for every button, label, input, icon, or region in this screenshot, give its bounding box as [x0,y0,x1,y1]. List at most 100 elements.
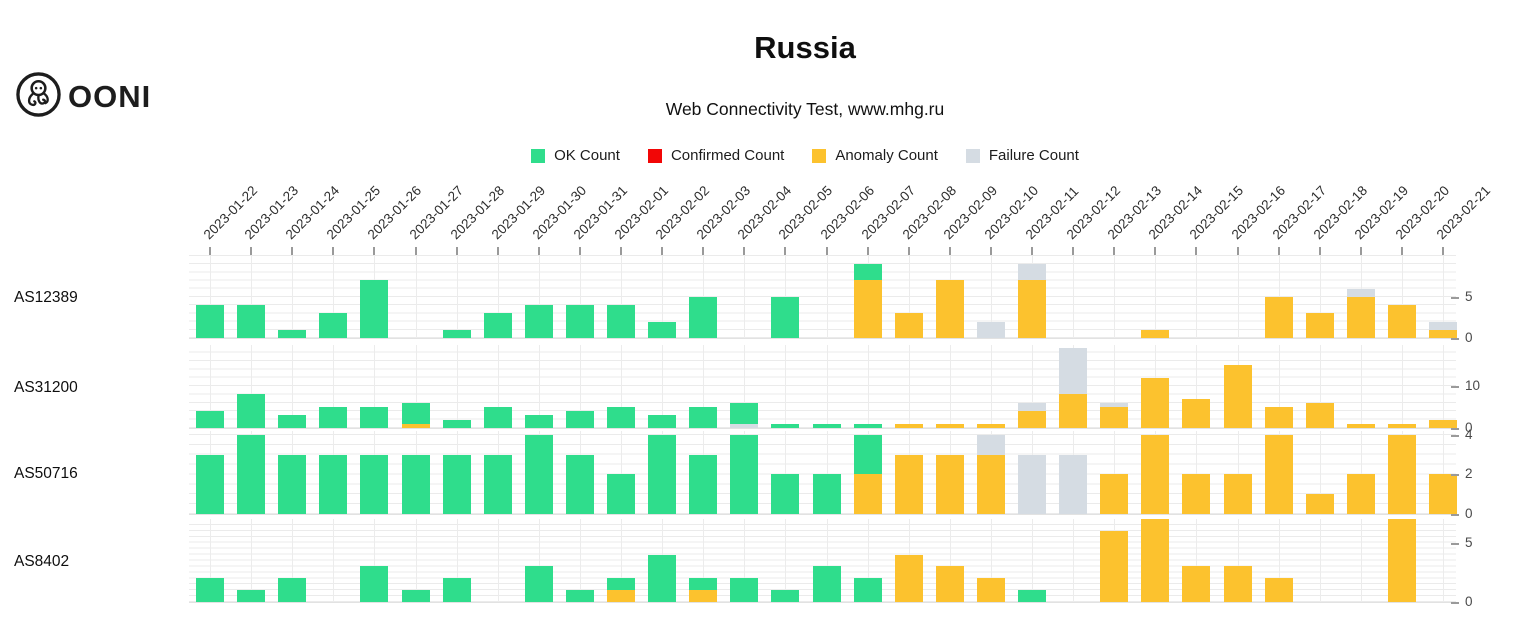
bar-segment-ok [812,474,841,514]
bar-segment-ok [237,305,266,338]
bar-segment-anomaly [1387,423,1416,428]
bar-segment-anomaly [1346,474,1375,514]
y-axis-tick-label: 4 [1465,426,1473,442]
ooni-wordmark: OONI [68,79,152,114]
gridline-vertical [1443,345,1444,428]
bar-AS50716-2023-02-18 [1305,494,1334,514]
bar-AS8402-2023-02-03 [689,578,718,602]
gridline-vertical [1360,519,1362,602]
bar-AS31200-2023-02-11 [1018,402,1046,428]
legend-swatch-ok [531,148,546,163]
bar-segment-anomaly [1018,411,1046,428]
bar-segment-failure [1018,402,1046,412]
gridline-vertical [785,345,787,428]
bar-AS50716-2023-01-23 [237,434,266,514]
bar-segment-anomaly [1264,578,1293,602]
bar-AS12389-2023-02-07 [853,264,882,338]
y-axis-tick [1451,542,1459,545]
bar-segment-ok [524,434,553,514]
bar-AS12389-2023-02-02 [648,321,677,338]
legend-item-failure: Failure Count [965,147,1079,164]
bar-AS8402-2023-01-31 [565,590,594,602]
legend-item-confirmed: Confirmed Count [647,147,784,164]
bar-segment-ok [648,415,677,428]
bar-segment-anomaly [1429,419,1457,428]
y-axis-tick-label: 0 [1465,594,1473,609]
y-axis-tick-label: 2 [1465,466,1473,482]
x-axis-tick [1113,247,1116,255]
bar-segment-anomaly [1264,434,1293,514]
bar-segment-ok [319,407,348,428]
gridline-vertical [1196,431,1198,514]
bar-segment-ok [771,296,800,338]
y-axis-tick [1451,602,1459,604]
gridline-vertical [785,431,787,514]
gridline-vertical [990,255,992,338]
bar-segment-anomaly [935,566,964,602]
gridline-vertical [497,255,499,338]
gridline-vertical [621,345,622,428]
bar-segment-ok [524,566,553,602]
bar-AS50716-2023-02-10 [976,434,1005,514]
bar-AS8402-2023-02-07 [853,578,882,602]
legend-item-ok: OK Count [531,147,620,164]
bar-AS31200-2023-01-27 [401,402,430,428]
bar-segment-ok [196,454,224,514]
bar-AS50716-2023-01-29 [483,454,512,514]
gridline-vertical [497,345,499,428]
bar-AS12389-2023-02-03 [689,296,718,338]
bar-AS31200-2023-02-04 [730,402,759,428]
bar-AS31200-2023-02-12 [1059,348,1088,428]
gridline-vertical [621,519,622,602]
bar-segment-anomaly [1059,394,1088,428]
bar-segment-failure [1100,402,1129,408]
gridline-vertical [1073,255,1075,338]
gridline-vertical [251,345,253,428]
gridline-vertical [949,519,951,602]
bar-AS8402-2023-02-06 [812,566,841,602]
gridline-vertical [374,345,376,428]
x-axis-tick [496,247,499,255]
y-axis-tick [1451,474,1459,477]
bar-AS50716-2023-02-12 [1059,454,1088,514]
bar-segment-ok [237,394,266,428]
gridline-vertical [415,345,417,428]
gridline-vertical [703,519,705,602]
asn-row-AS12389 [189,255,1457,339]
bar-AS50716-2023-02-16 [1223,474,1252,514]
bar-AS31200-2023-02-21 [1429,419,1457,428]
y-axis-tick-label: 5 [1465,288,1473,304]
bar-AS31200-2023-02-06 [812,423,841,428]
gridline-vertical [1196,255,1198,338]
bar-segment-ok [730,578,759,602]
bar-segment-anomaly [1264,296,1293,338]
gridline-vertical [621,255,622,338]
bar-AS50716-2023-02-07 [853,434,882,514]
bar-segment-anomaly [1182,566,1211,602]
gridline-vertical [1237,255,1239,338]
bar-AS8402-2023-02-11 [1018,590,1046,602]
bar-AS8402-2023-02-14 [1141,519,1170,602]
bar-AS12389-2023-02-05 [771,296,800,338]
gridline-vertical [210,345,211,428]
bar-segment-ok [278,578,307,602]
bar-AS31200-2023-02-14 [1141,377,1170,428]
bar-AS50716-2023-02-09 [935,454,964,514]
gridline-vertical [415,255,417,338]
bar-segment-ok [237,434,266,514]
bar-segment-ok [524,305,553,338]
y-axis-tick-label: 5 [1465,534,1473,550]
bar-AS50716-2023-01-26 [360,454,389,514]
bar-segment-ok [648,434,677,514]
bar-AS8402-2023-02-15 [1182,566,1211,602]
chart-subtitle: Web Connectivity Test, www.mhg.ru [665,99,945,119]
bar-AS31200-2023-01-26 [360,407,389,428]
gridline-vertical [1401,255,1403,338]
bar-segment-anomaly [894,423,923,428]
page-title: Russia [754,30,856,65]
legend-label: Anomaly Count [835,147,938,164]
bar-segment-ok [278,454,307,514]
bar-AS8402-2023-02-10 [976,578,1005,602]
bar-AS31200-2023-01-31 [565,411,594,428]
bar-segment-anomaly [1429,329,1457,338]
